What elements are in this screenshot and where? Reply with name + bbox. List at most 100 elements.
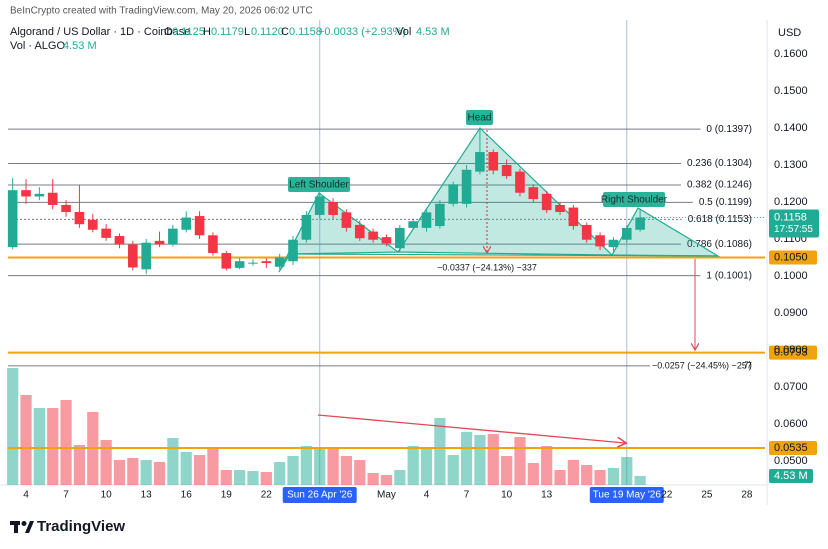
x-tick-label: 4 xyxy=(424,490,430,501)
volume-bar xyxy=(407,446,419,485)
x-tick-label: Sun 26 Apr '26 xyxy=(287,490,353,501)
y-tick-label: 0.0500 xyxy=(774,455,808,467)
countdown: 17:57:55 xyxy=(774,224,813,235)
candle-body xyxy=(74,211,85,225)
candle-body xyxy=(555,204,565,212)
candle-body xyxy=(621,227,632,240)
candle-body xyxy=(274,257,285,267)
last-price-box xyxy=(769,209,819,238)
candle-body xyxy=(581,224,592,240)
neckline xyxy=(289,253,719,257)
level-axis-box xyxy=(769,441,817,456)
x-tick-label: 13 xyxy=(541,490,553,501)
measure-label-bg xyxy=(650,360,745,372)
candle-body xyxy=(301,214,312,240)
volume-bar xyxy=(474,435,486,485)
volume-bar xyxy=(340,456,353,485)
volume-bar xyxy=(300,446,312,485)
candle-body xyxy=(208,235,218,254)
ohlc-key: O xyxy=(164,26,173,38)
volume-bar xyxy=(20,395,32,485)
x-tick-label: 25 xyxy=(701,490,713,501)
candle-body xyxy=(248,262,258,264)
candle-body xyxy=(595,235,605,247)
volume-bar xyxy=(621,457,633,485)
volume-bar xyxy=(527,463,539,485)
candle-body xyxy=(181,217,192,230)
volume-bar xyxy=(47,408,59,485)
y-tick-label: 0.1000 xyxy=(774,270,808,282)
volume-bar xyxy=(327,449,339,485)
volume-bar xyxy=(73,445,86,485)
x-tick-label: 7 xyxy=(63,490,69,501)
candle-body xyxy=(568,207,579,227)
volume-bar xyxy=(581,465,593,485)
volume-bar xyxy=(314,448,326,485)
background-layer: 0 (0.1397) 0.236 (0.1304) 0.382 (0.1246) 0.… xyxy=(0,20,768,505)
candle-body xyxy=(21,190,31,197)
level-axis-label: 0.0535 xyxy=(774,442,808,454)
y-tick-label: 0.1200 xyxy=(774,196,808,208)
volume-bar xyxy=(554,470,566,485)
candle-body xyxy=(34,193,45,197)
candle-body xyxy=(141,242,151,270)
x-tick-label: 13 xyxy=(141,490,153,501)
volume-trend-arrow xyxy=(317,414,625,443)
candle-body xyxy=(221,253,232,269)
fib-label: 1 (0.1001) xyxy=(706,270,752,281)
level-axis-label: 0.1050 xyxy=(774,251,808,263)
level-axis-box xyxy=(769,345,817,360)
credit: BeInCrypto created with TradingView.com,… xyxy=(10,6,313,17)
y-tick-label: 0.1300 xyxy=(774,159,808,171)
axis-unit: USD xyxy=(778,27,801,39)
candle-body xyxy=(381,237,392,244)
candle-body xyxy=(328,202,338,215)
x-tick-label: 4 xyxy=(23,490,29,501)
candle-body xyxy=(448,184,459,204)
candle-body xyxy=(421,212,432,228)
candle-body xyxy=(87,219,98,230)
y-tick-label: 0.0800 xyxy=(774,344,808,356)
volume-bar xyxy=(567,460,579,485)
candle-body xyxy=(47,192,58,205)
volume-bar xyxy=(33,408,45,485)
x-tick-label: 10 xyxy=(501,490,513,501)
candle-body xyxy=(128,244,138,268)
volume-bar xyxy=(140,460,152,485)
candle-body xyxy=(288,239,298,262)
last-price-label: 0.1158 xyxy=(774,211,807,223)
volume-bar xyxy=(234,470,246,485)
volume-bar xyxy=(167,438,179,485)
ohlc-value: 0.1120 xyxy=(251,26,284,38)
candle-body xyxy=(354,224,365,239)
candle-body xyxy=(194,216,205,236)
x-tick-label: 28 xyxy=(741,490,753,501)
ohlc-key: L xyxy=(244,26,250,38)
date-marker-box xyxy=(589,487,664,503)
x-tick-label: Tue 19 May '26 xyxy=(593,490,662,501)
volume-bar xyxy=(634,475,646,485)
volume-bar xyxy=(153,462,166,485)
candle-body xyxy=(314,196,325,215)
change: +0.0033 (+2.93%) xyxy=(318,26,406,38)
volume-bar xyxy=(60,400,72,485)
candle-body xyxy=(635,217,645,230)
head-label-box xyxy=(466,110,493,125)
volume-bar xyxy=(7,368,19,485)
y-tick-label: 0.1600 xyxy=(774,48,808,60)
volume-axis-label: 4.53 M xyxy=(774,470,808,482)
candle-body xyxy=(368,231,378,240)
ohlc-key: C xyxy=(281,26,289,38)
candle-body xyxy=(475,152,485,172)
y-tick-label: 0.0600 xyxy=(774,418,808,430)
volume-bar xyxy=(594,470,606,485)
brand-logo xyxy=(10,521,34,533)
volume-bar xyxy=(460,432,473,485)
volume-bar xyxy=(447,455,459,485)
candle-body xyxy=(395,227,405,249)
candle-body xyxy=(61,204,71,212)
ohlc-value: 0.1125 xyxy=(172,26,205,38)
fib-label: 0.5 (0.1199) xyxy=(699,197,752,208)
candle-body xyxy=(435,203,445,227)
